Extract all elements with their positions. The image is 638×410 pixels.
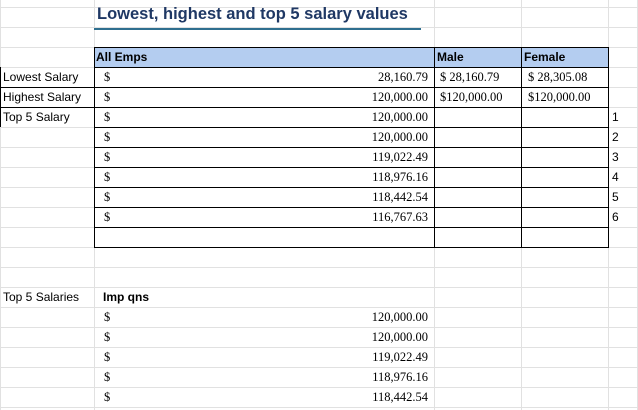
currency-symbol: $	[104, 108, 110, 128]
header-male[interactable]: Male	[437, 48, 464, 68]
currency-symbol: $	[104, 208, 110, 228]
second-block-value[interactable]: 118,976.16	[300, 368, 428, 388]
table-border	[94, 207, 608, 208]
lowest-male-value[interactable]: $ 28,160.79	[440, 68, 499, 88]
currency-symbol: $	[104, 308, 110, 328]
second-block-value[interactable]: 118,442.54	[300, 388, 428, 408]
table-border	[0, 87, 608, 88]
currency-symbol: $	[104, 68, 110, 88]
lowest-female-value[interactable]: $ 28,305.08	[528, 68, 587, 88]
table-border-bottom	[94, 247, 608, 248]
second-block-value[interactable]: 120,000.00	[300, 308, 428, 328]
currency-symbol: $	[104, 348, 110, 368]
currency-symbol: $	[104, 168, 110, 188]
table-border-top	[94, 47, 608, 48]
rank-number[interactable]: 4	[612, 168, 619, 188]
row-label-lowest[interactable]: Lowest Salary	[3, 68, 78, 88]
table-border	[94, 67, 608, 68]
top5-value[interactable]: 120,000.00	[300, 108, 428, 128]
row-label-top5[interactable]: Top 5 Salary	[3, 108, 70, 128]
table-border	[94, 227, 608, 228]
rank-number[interactable]: 6	[612, 208, 619, 228]
currency-symbol: $	[104, 188, 110, 208]
table-border	[521, 47, 522, 248]
second-block-value[interactable]: 120,000.00	[300, 328, 428, 348]
lowest-all-value[interactable]: 28,160.79	[300, 68, 428, 88]
rank-number[interactable]: 2	[612, 128, 619, 148]
header-all-emps[interactable]: All Emps	[96, 48, 147, 68]
currency-symbol: $	[104, 88, 110, 108]
table-border	[94, 147, 608, 148]
sheet-title[interactable]: Lowest, highest and top 5 salary values	[94, 1, 421, 29]
currency-symbol: $	[104, 148, 110, 168]
currency-symbol: $	[104, 128, 110, 148]
top5-value[interactable]: 118,442.54	[300, 188, 428, 208]
currency-symbol: $	[104, 368, 110, 388]
rank-number[interactable]: 5	[612, 188, 619, 208]
table-border	[94, 47, 95, 248]
second-block-value[interactable]: 119,022.49	[300, 348, 428, 368]
top5-value[interactable]: 116,767.63	[300, 208, 428, 228]
table-border	[608, 47, 609, 248]
table-border	[94, 167, 608, 168]
title-underline	[94, 28, 421, 30]
highest-female-value[interactable]: $120,000.00	[528, 88, 591, 108]
table-border	[434, 47, 435, 248]
rank-number[interactable]: 3	[612, 148, 619, 168]
highest-all-value[interactable]: 120,000.00	[300, 88, 428, 108]
top5-value[interactable]: 120,000.00	[300, 128, 428, 148]
rank-number[interactable]: 1	[612, 108, 619, 128]
imp-qns-header[interactable]: Imp qns	[103, 288, 149, 308]
table-border	[94, 127, 608, 128]
table-border	[0, 67, 1, 127]
top5-value[interactable]: 118,976.16	[300, 168, 428, 188]
row-label-highest[interactable]: Highest Salary	[3, 88, 81, 108]
currency-symbol: $	[104, 328, 110, 348]
top5-salaries-label[interactable]: Top 5 Salaries	[3, 288, 79, 308]
highest-male-value[interactable]: $120,000.00	[440, 88, 503, 108]
top5-value[interactable]: 119,022.49	[300, 148, 428, 168]
header-female[interactable]: Female	[524, 48, 565, 68]
table-border	[0, 107, 608, 108]
table-border	[94, 187, 608, 188]
currency-symbol: $	[104, 388, 110, 408]
